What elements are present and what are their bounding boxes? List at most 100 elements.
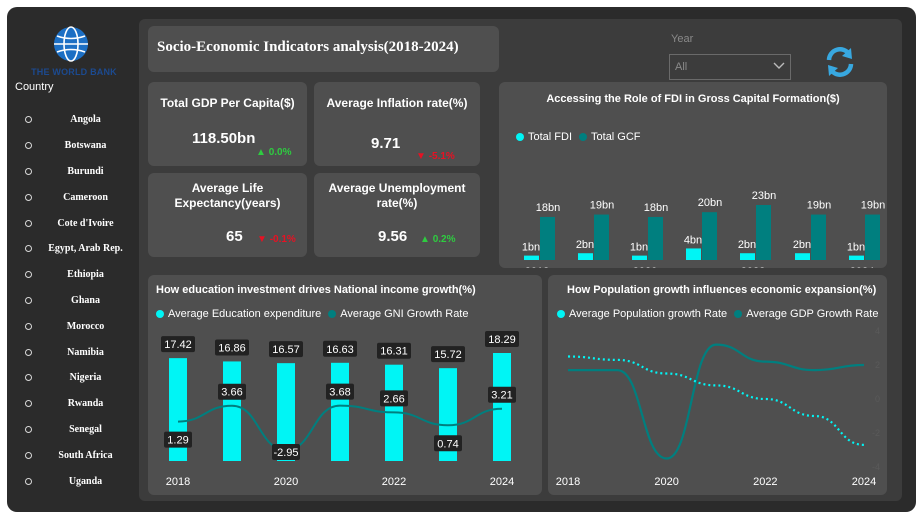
country-item-uganda[interactable]: Uganda [25, 468, 135, 494]
x-tick-label: 2018 [525, 266, 549, 268]
radio-icon[interactable] [25, 296, 32, 304]
radio-icon[interactable] [25, 374, 32, 382]
bar-education [277, 363, 295, 461]
population-chart-card: How Population growth influences economi… [548, 275, 887, 495]
radio-icon[interactable] [25, 245, 32, 253]
y-tick-label: -2 [872, 428, 880, 438]
kpi-delta-gdp-value: 0.0% [268, 147, 292, 158]
country-item-namibia[interactable]: Namibia [25, 339, 135, 365]
country-name: Burundi [67, 165, 104, 177]
data-label-gni: 1.29 [167, 435, 188, 447]
radio-icon[interactable] [25, 477, 32, 485]
country-item-cote-d-ivoire[interactable]: Cote d'Ivoire [25, 210, 135, 236]
year-filter-label: Year [671, 33, 694, 45]
kpi-title-unemployment: Average Unemployment rate(%) [328, 181, 466, 210]
year-dropdown-value: All [675, 61, 688, 73]
legend-marker-education [156, 310, 164, 318]
radio-icon[interactable] [25, 116, 32, 124]
radio-icon[interactable] [25, 348, 32, 356]
radio-icon[interactable] [25, 193, 32, 201]
country-name: Rwanda [67, 398, 104, 410]
data-label-bg [431, 346, 465, 363]
data-label-education: 16.63 [326, 344, 354, 356]
data-label-education: 17.42 [164, 339, 192, 351]
radio-icon[interactable] [25, 400, 32, 408]
kpi-delta-unemployment: ▲ 0.2% [420, 234, 456, 245]
x-tick-label: 2024 [850, 266, 874, 268]
country-name: Angola [70, 114, 101, 126]
country-name: Ethiopia [67, 269, 104, 281]
legend-label-gdp: Average GDP Growth Rate [746, 308, 879, 320]
bar-fdi [578, 253, 593, 260]
radio-icon[interactable] [25, 167, 32, 175]
country-name: Egypt, Arab Rep. [48, 243, 123, 255]
country-name: Cameroon [63, 191, 108, 203]
kpi-value-inflation: 9.71 [371, 135, 401, 152]
legend-label-gni: Average GNI Growth Rate [340, 308, 469, 320]
country-item-burundi[interactable]: Burundi [25, 159, 135, 185]
country-item-rwanda[interactable]: Rwanda [25, 391, 135, 417]
data-label-education: 16.57 [272, 344, 300, 356]
country-filter-label: Country [15, 81, 54, 93]
x-tick-label: 2022 [753, 476, 777, 488]
data-label-education: 15.72 [434, 349, 462, 361]
data-label-fdi: 2bn [793, 239, 811, 251]
chevron-down-icon [773, 62, 785, 69]
x-tick-label: 2020 [633, 266, 657, 268]
country-name: Uganda [68, 475, 103, 487]
country-name: Cote d'Ivoire [57, 217, 114, 229]
x-tick-label: 2018 [556, 476, 580, 488]
bar-education [331, 362, 349, 461]
country-name: South Africa [58, 449, 113, 461]
logo-text: THE WORLD BANK [31, 67, 117, 77]
country-item-egypt-arab-rep-[interactable]: Egypt, Arab Rep. [25, 236, 135, 262]
data-label-fdi: 1bn [630, 242, 648, 254]
country-name: Botswana [64, 140, 107, 152]
radio-icon[interactable] [25, 142, 32, 150]
page-title: Socio-Economic Indicators analysis(2018-… [157, 39, 459, 55]
country-item-angola[interactable]: Angola [25, 107, 135, 133]
data-label-bg [272, 444, 300, 460]
country-item-ghana[interactable]: Ghana [25, 288, 135, 314]
radio-icon[interactable] [25, 219, 32, 227]
legend-marker-fdi [516, 133, 524, 141]
country-item-senegal[interactable]: Senegal [25, 417, 135, 443]
data-label-bg [380, 390, 408, 407]
title-box: Socio-Economic Indicators analysis(2018-… [148, 26, 499, 72]
legend-marker-gcf [579, 133, 588, 141]
y-tick-label: 4 [875, 326, 880, 336]
radio-icon[interactable] [25, 425, 32, 433]
country-item-south-africa[interactable]: South Africa [25, 442, 135, 468]
country-item-botswana[interactable]: Botswana [25, 133, 135, 159]
x-tick-label: 2024 [490, 476, 514, 488]
country-item-nigeria[interactable]: Nigeria [25, 365, 135, 391]
data-label-bg [434, 435, 462, 452]
kpi-delta-inflation: ▼ -5.1% [416, 151, 455, 162]
country-item-ethiopia[interactable]: Ethiopia [25, 262, 135, 288]
country-item-cameroon[interactable]: Cameroon [25, 184, 135, 210]
data-label-fdi: 2bn [576, 239, 594, 251]
kpi-card-gdp: Total GDP Per Capita($) 118.50bn ▲ 0.0% [148, 82, 307, 166]
country-item-morocco[interactable]: Morocco [25, 313, 135, 339]
kpi-title-inflation: Average Inflation rate(%) [326, 96, 468, 110]
data-label-gcf: 23bn [752, 190, 776, 202]
legend-label-education: Average Education expenditure [168, 308, 322, 320]
bar-gcf [594, 214, 609, 260]
world-bank-logo-icon [54, 26, 88, 62]
year-dropdown[interactable]: All [669, 54, 791, 80]
data-label-bg [215, 339, 249, 356]
country-name: Nigeria [69, 372, 102, 384]
kpi-title-gdp: Total GDP Per Capita($) [160, 96, 295, 110]
data-label-gcf: 18bn [536, 202, 560, 214]
refresh-icon[interactable] [821, 43, 859, 81]
legend-marker-gni [328, 310, 337, 318]
radio-icon[interactable] [25, 451, 32, 459]
x-tick-label: 2018 [166, 476, 190, 488]
kpi-card-inflation: Average Inflation rate(%) 9.71 ▼ -5.1% [314, 82, 480, 166]
bar-fdi [524, 255, 539, 260]
population-legend: Average Population growth Rate Average G… [557, 308, 878, 320]
radio-icon[interactable] [25, 322, 32, 330]
radio-icon[interactable] [25, 271, 32, 279]
bar-gcf [865, 214, 880, 260]
x-tick-label: 2022 [741, 266, 765, 268]
